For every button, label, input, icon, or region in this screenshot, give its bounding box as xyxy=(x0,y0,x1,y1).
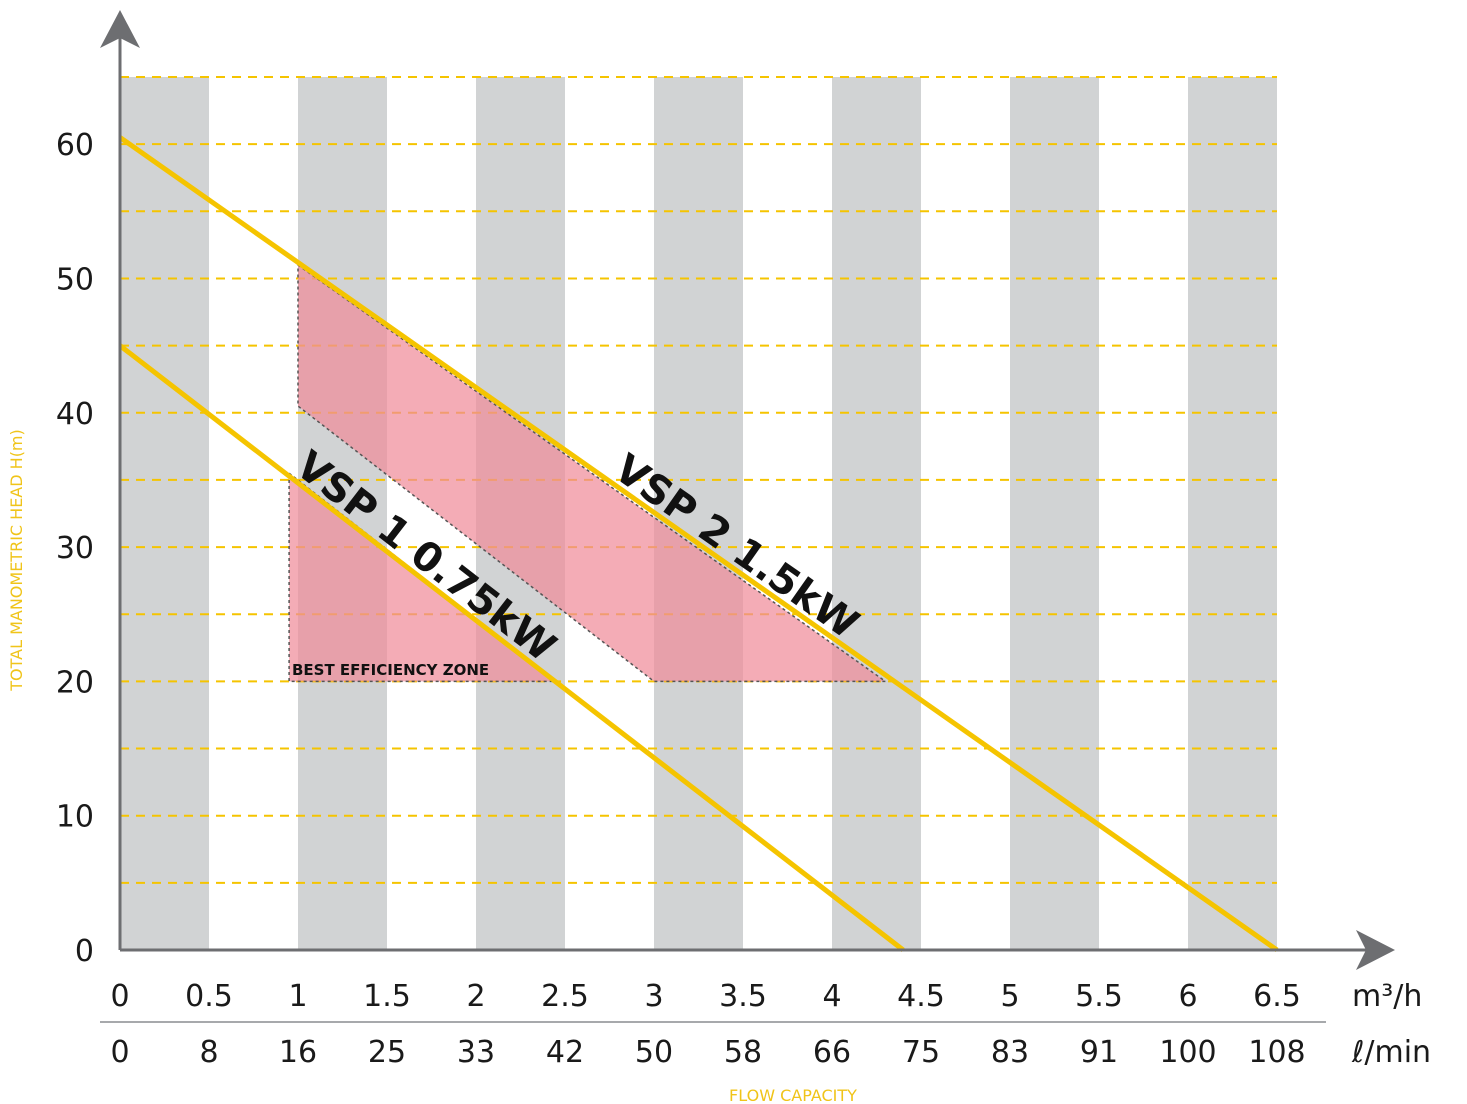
y-tick-label: 10 xyxy=(56,800,94,835)
background-band xyxy=(1188,77,1277,950)
x-tick-label-m3h: 3.5 xyxy=(719,979,767,1014)
x-tick-label-m3h: 2 xyxy=(466,979,485,1014)
x-tick-label-lmin: 8 xyxy=(199,1035,218,1070)
x-axis-arrow xyxy=(1356,930,1395,970)
x-tick-label-m3h: 4.5 xyxy=(897,979,945,1014)
efficiency-zone xyxy=(297,263,888,683)
x-tick-label-lmin: 0 xyxy=(110,1035,129,1070)
background-band xyxy=(832,77,921,950)
x-tick-label-lmin: 75 xyxy=(902,1035,940,1070)
y-tick-labels: 0 10 20 30 40 50 60 xyxy=(56,128,94,969)
y-tick-label: 50 xyxy=(56,262,94,297)
y-tick-label: 20 xyxy=(56,665,94,700)
background-band xyxy=(120,77,209,950)
y-tick-label: 30 xyxy=(56,531,94,566)
x-tick-label-m3h: 5 xyxy=(1000,979,1019,1014)
y-tick-label: 40 xyxy=(56,397,94,432)
x-tick-label-m3h: 2.5 xyxy=(541,979,589,1014)
zone-label: BEST EFFICIENCY ZONE xyxy=(292,661,489,679)
pump-curve xyxy=(118,343,905,952)
x-unit-secondary: ℓ/min xyxy=(1351,1035,1431,1070)
x-tick-label-m3h: 3 xyxy=(644,979,663,1014)
pump-curves xyxy=(118,135,1279,953)
x-tick-label-lmin: 66 xyxy=(813,1035,851,1070)
background-band xyxy=(1010,77,1099,950)
x-axis-title: FLOW CAPACITY xyxy=(729,1086,857,1104)
x-tick-label-lmin: 100 xyxy=(1159,1035,1216,1070)
y-tick-label: 60 xyxy=(56,128,94,163)
x-tick-label-lmin: 50 xyxy=(635,1035,673,1070)
x-tick-label-lmin: 91 xyxy=(1080,1035,1118,1070)
x-tick-label-lmin: 25 xyxy=(368,1035,406,1070)
x-tick-label-m3h: 4 xyxy=(822,979,841,1014)
background-band xyxy=(654,77,743,950)
x-tick-label-m3h: 1.5 xyxy=(363,979,411,1014)
x-tick-label-m3h: 1 xyxy=(288,979,307,1014)
x-tick-label-lmin: 108 xyxy=(1248,1035,1305,1070)
background-bands xyxy=(120,77,1277,950)
y-axis-title: TOTAL MANOMETRIC HEAD H(m) xyxy=(7,429,26,692)
pump-curve xyxy=(118,135,1279,953)
axes xyxy=(100,10,1395,1023)
x-tick-label-lmin: 58 xyxy=(724,1035,762,1070)
x-tick-label-lmin: 33 xyxy=(457,1035,495,1070)
y-axis-arrow xyxy=(100,10,140,48)
x-tick-label-lmin: 83 xyxy=(991,1035,1029,1070)
x-tick-label-m3h: 6 xyxy=(1178,979,1197,1014)
x-tick-label-m3h: 6.5 xyxy=(1253,979,1301,1014)
x-tick-label-m3h: 0.5 xyxy=(185,979,233,1014)
x-tick-label-m3h: 5.5 xyxy=(1075,979,1123,1014)
x-tick-label-lmin: 16 xyxy=(279,1035,317,1070)
x-tick-label-m3h: 0 xyxy=(110,979,129,1014)
x-unit-primary: m³/h xyxy=(1352,979,1422,1014)
x-tick-labels-m3h: 0 0.5 1 1.5 2 2.5 3 3.5 4 4.5 5 5.5 6 6.5 xyxy=(110,979,1300,1014)
x-tick-labels-lmin: 0 8 16 25 33 42 50 58 66 75 83 91 100 108 xyxy=(110,1035,1305,1070)
y-tick-label: 0 xyxy=(75,934,94,969)
x-tick-label-lmin: 42 xyxy=(546,1035,584,1070)
